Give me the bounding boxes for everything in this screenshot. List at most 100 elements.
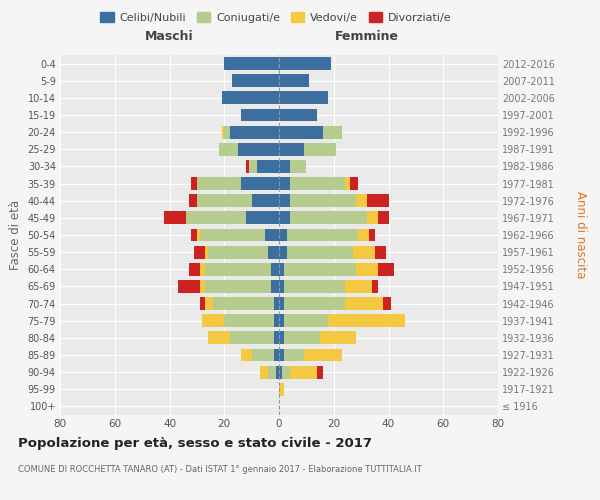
Bar bbox=[279, 383, 284, 396]
Bar bbox=[377, 263, 394, 276]
Bar bbox=[323, 126, 342, 138]
Bar bbox=[284, 314, 328, 327]
Bar bbox=[370, 228, 375, 241]
Bar bbox=[375, 246, 386, 258]
Bar bbox=[279, 160, 290, 173]
Bar bbox=[353, 246, 375, 258]
Bar bbox=[241, 108, 279, 122]
Bar bbox=[197, 177, 241, 190]
Bar bbox=[279, 228, 287, 241]
Bar bbox=[279, 177, 290, 190]
Text: COMUNE DI ROCCHETTA TANARO (AT) - Dati ISTAT 1° gennaio 2017 - Elaborazione TUTT: COMUNE DI ROCCHETTA TANARO (AT) - Dati I… bbox=[18, 466, 422, 474]
Bar bbox=[268, 246, 279, 258]
Bar bbox=[213, 297, 274, 310]
Bar bbox=[356, 263, 377, 276]
Bar bbox=[279, 92, 328, 104]
Bar bbox=[205, 263, 271, 276]
Bar bbox=[350, 177, 358, 190]
Bar bbox=[232, 74, 279, 87]
Bar bbox=[284, 263, 356, 276]
Y-axis label: Fasce di età: Fasce di età bbox=[9, 200, 22, 270]
Bar bbox=[279, 280, 284, 293]
Bar bbox=[164, 212, 186, 224]
Bar bbox=[241, 177, 279, 190]
Bar bbox=[284, 280, 345, 293]
Bar bbox=[197, 228, 200, 241]
Bar bbox=[224, 57, 279, 70]
Bar bbox=[284, 348, 304, 362]
Bar bbox=[279, 348, 284, 362]
Bar bbox=[279, 297, 284, 310]
Bar bbox=[290, 177, 344, 190]
Bar bbox=[200, 280, 205, 293]
Bar bbox=[188, 263, 200, 276]
Bar bbox=[290, 194, 356, 207]
Bar bbox=[279, 143, 304, 156]
Bar bbox=[221, 126, 224, 138]
Bar bbox=[284, 332, 320, 344]
Bar bbox=[317, 366, 323, 378]
Bar bbox=[367, 212, 377, 224]
Bar bbox=[200, 263, 205, 276]
Bar bbox=[367, 194, 389, 207]
Bar bbox=[328, 314, 405, 327]
Bar bbox=[246, 212, 279, 224]
Bar bbox=[377, 212, 389, 224]
Bar bbox=[194, 246, 205, 258]
Bar bbox=[279, 57, 331, 70]
Bar bbox=[197, 194, 251, 207]
Bar bbox=[320, 332, 356, 344]
Bar bbox=[274, 314, 279, 327]
Bar bbox=[188, 194, 197, 207]
Bar bbox=[224, 126, 230, 138]
Bar bbox=[186, 212, 246, 224]
Bar bbox=[230, 332, 274, 344]
Bar bbox=[279, 246, 287, 258]
Bar bbox=[249, 160, 257, 173]
Bar bbox=[265, 228, 279, 241]
Bar bbox=[279, 263, 284, 276]
Text: Femmine: Femmine bbox=[335, 30, 398, 43]
Bar bbox=[191, 228, 197, 241]
Bar bbox=[290, 160, 307, 173]
Bar bbox=[383, 297, 391, 310]
Bar bbox=[279, 366, 282, 378]
Bar bbox=[271, 280, 279, 293]
Bar bbox=[271, 263, 279, 276]
Bar bbox=[282, 366, 290, 378]
Bar bbox=[287, 246, 353, 258]
Bar bbox=[208, 332, 230, 344]
Bar bbox=[205, 280, 271, 293]
Bar bbox=[246, 160, 249, 173]
Bar bbox=[191, 177, 197, 190]
Legend: Celibi/Nubili, Coniugati/e, Vedovi/e, Divorziati/e: Celibi/Nubili, Coniugati/e, Vedovi/e, Di… bbox=[96, 8, 456, 28]
Bar bbox=[345, 297, 383, 310]
Bar bbox=[208, 246, 268, 258]
Bar bbox=[290, 366, 317, 378]
Bar bbox=[279, 332, 284, 344]
Text: Maschi: Maschi bbox=[145, 30, 194, 43]
Bar bbox=[230, 126, 279, 138]
Bar bbox=[219, 143, 238, 156]
Bar bbox=[279, 212, 290, 224]
Bar bbox=[279, 126, 323, 138]
Bar bbox=[257, 160, 279, 173]
Bar bbox=[290, 212, 367, 224]
Bar bbox=[345, 280, 372, 293]
Bar bbox=[260, 366, 268, 378]
Bar bbox=[276, 366, 279, 378]
Y-axis label: Anni di nascita: Anni di nascita bbox=[574, 192, 587, 278]
Bar bbox=[358, 228, 370, 241]
Bar bbox=[205, 297, 214, 310]
Bar bbox=[202, 314, 224, 327]
Bar bbox=[221, 92, 279, 104]
Bar bbox=[304, 143, 337, 156]
Bar bbox=[251, 348, 274, 362]
Bar bbox=[205, 246, 208, 258]
Bar bbox=[224, 314, 274, 327]
Bar bbox=[279, 74, 309, 87]
Bar bbox=[287, 228, 358, 241]
Bar bbox=[279, 314, 284, 327]
Bar bbox=[279, 194, 290, 207]
Bar bbox=[274, 348, 279, 362]
